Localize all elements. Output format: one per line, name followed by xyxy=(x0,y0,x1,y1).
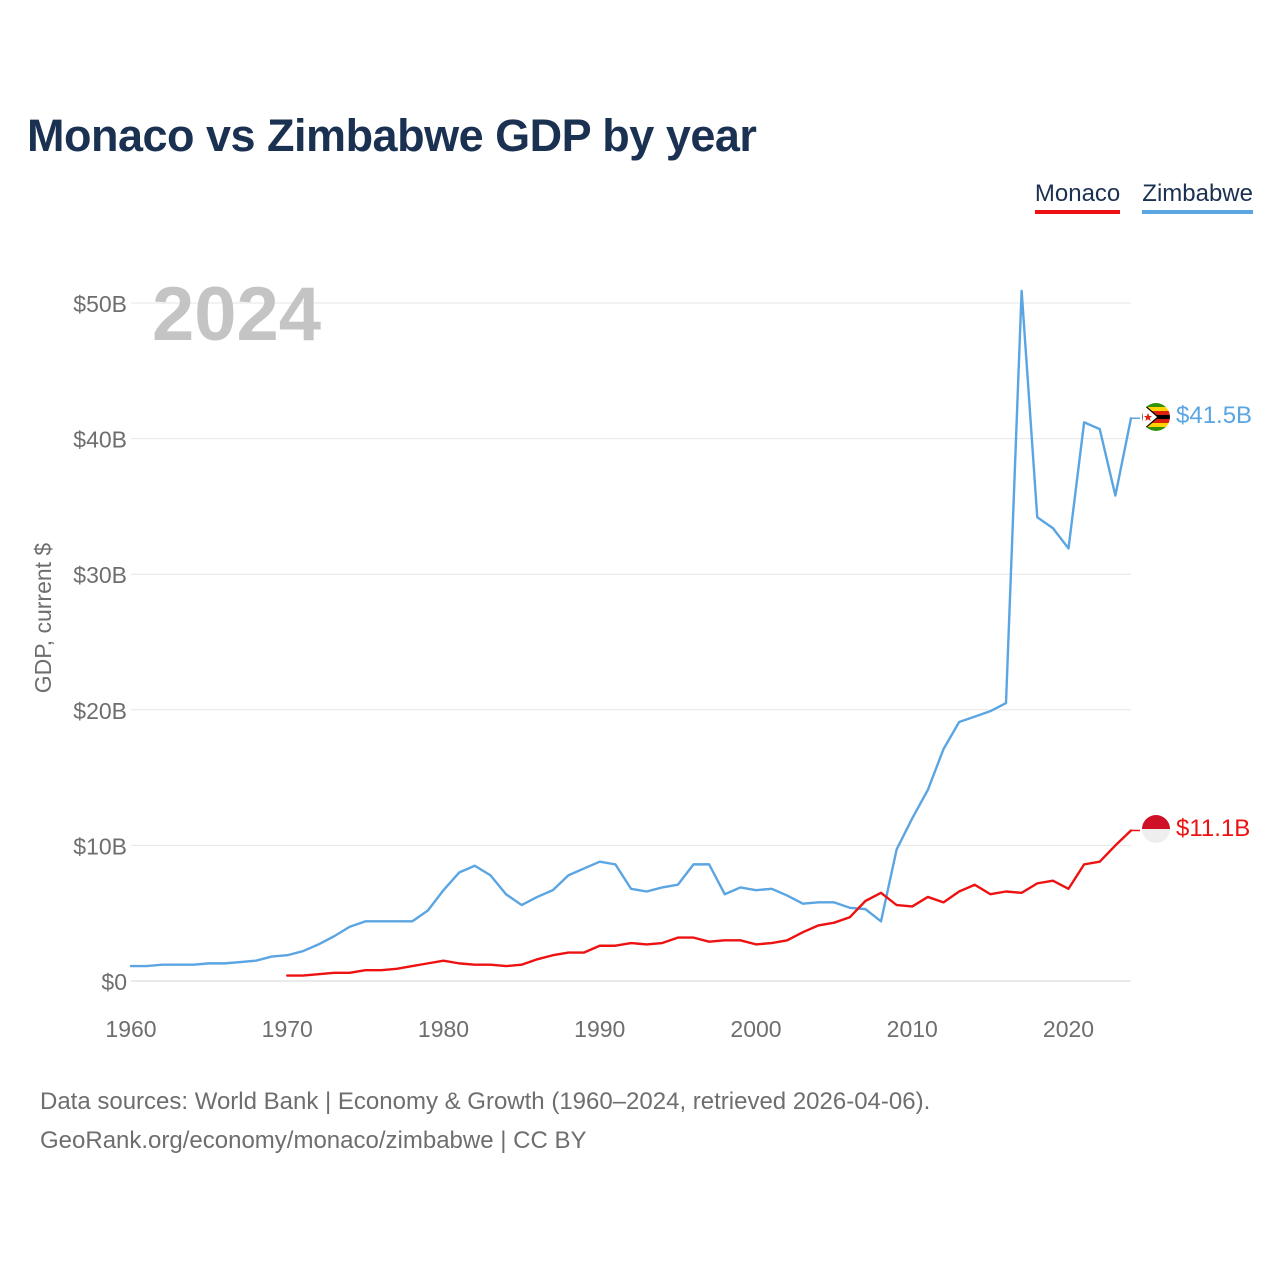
x-tick-label: 1970 xyxy=(262,1016,313,1042)
legend-item-zimbabwe[interactable]: Zimbabwe xyxy=(1142,180,1253,214)
y-tick-label: $40B xyxy=(73,427,127,453)
x-tick-label: 2010 xyxy=(887,1016,938,1042)
end-label-zimbabwe: $41.5B xyxy=(1176,402,1252,429)
gridlines xyxy=(131,302,1131,982)
y-tick-label: $50B xyxy=(73,291,127,317)
x-tick-label: 1990 xyxy=(574,1016,625,1042)
x-axis: 1960 1970 1980 1990 2000 2010 2020 xyxy=(105,1016,1094,1042)
series-line-zimbabwe[interactable] xyxy=(129,289,1133,968)
legend: Monaco Zimbabwe xyxy=(1034,180,1253,214)
end-label-monaco: $11.1B xyxy=(1176,815,1250,842)
zimbabwe-flag-icon xyxy=(1142,403,1170,431)
sources-line-2[interactable]: GeoRank.org/economy/monaco/zimbabwe | CC… xyxy=(40,1127,587,1154)
monaco-flag-icon xyxy=(1142,815,1170,843)
x-tick-label: 1980 xyxy=(418,1016,469,1042)
series-line-monaco[interactable] xyxy=(286,829,1133,977)
chart-title: Monaco vs Zimbabwe GDP by year xyxy=(27,110,757,161)
y-tick-label: $0 xyxy=(101,969,127,995)
y-tick-label: $20B xyxy=(73,698,127,724)
sources-line-1: Data sources: World Bank | Economy & Gro… xyxy=(40,1088,931,1115)
y-axis: $0 $10B $20B $30B $40B $50B xyxy=(73,291,127,995)
y-tick-label: $30B xyxy=(73,562,127,588)
y-tick-label: $10B xyxy=(73,833,127,859)
data-sources: Data sources: World Bank | Economy & Gro… xyxy=(40,1082,930,1160)
x-tick-label: 2020 xyxy=(1043,1016,1094,1042)
x-tick-label: 1960 xyxy=(105,1016,156,1042)
legend-item-monaco[interactable]: Monaco xyxy=(1034,180,1121,214)
year-watermark: 2024 xyxy=(152,272,321,357)
x-tick-label: 2000 xyxy=(730,1016,781,1042)
series-lines xyxy=(129,289,1140,977)
y-axis-label: GDP, current $ xyxy=(30,543,56,694)
